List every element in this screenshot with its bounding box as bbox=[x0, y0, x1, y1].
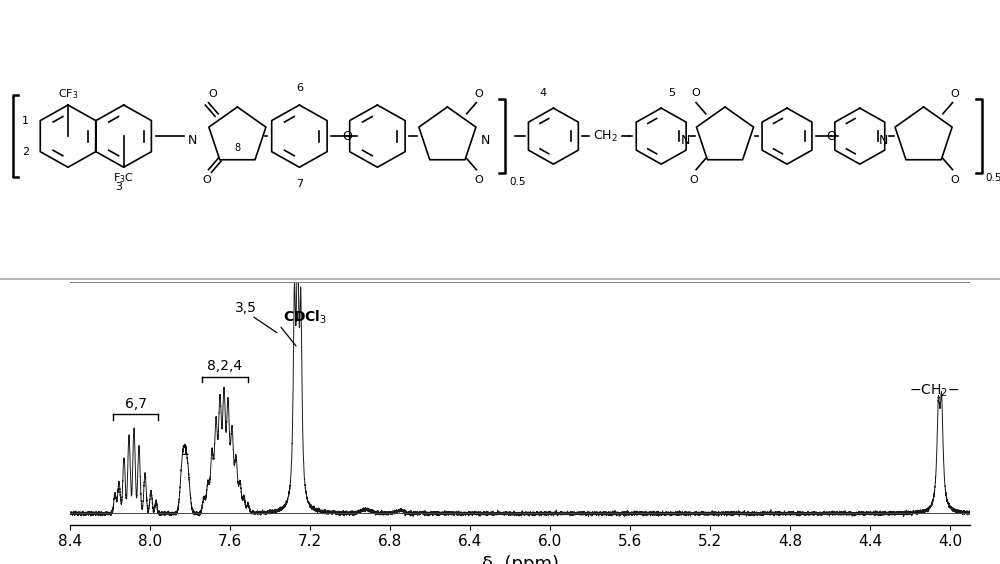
Text: $-$CH$_2$$-$: $-$CH$_2$$-$ bbox=[909, 382, 959, 399]
Text: O: O bbox=[202, 175, 211, 186]
Text: O: O bbox=[342, 130, 352, 143]
Text: CH$_2$: CH$_2$ bbox=[593, 129, 618, 144]
Text: 3,5: 3,5 bbox=[235, 301, 257, 315]
Text: 3: 3 bbox=[115, 182, 122, 192]
Text: O: O bbox=[950, 175, 959, 186]
Text: O: O bbox=[474, 175, 483, 186]
Text: O: O bbox=[474, 89, 483, 99]
Text: O: O bbox=[692, 88, 700, 98]
Text: CDCl$_3$: CDCl$_3$ bbox=[283, 309, 327, 326]
Text: O: O bbox=[950, 89, 959, 99]
X-axis label: δ  (ppm): δ (ppm) bbox=[482, 555, 558, 564]
Text: 4: 4 bbox=[540, 89, 547, 98]
Text: 6: 6 bbox=[296, 83, 303, 94]
Text: CF$_3$: CF$_3$ bbox=[58, 87, 78, 101]
Text: 5: 5 bbox=[668, 89, 675, 98]
Text: 1: 1 bbox=[180, 444, 189, 459]
Text: N: N bbox=[879, 134, 888, 147]
Text: 7: 7 bbox=[296, 179, 303, 189]
Text: O: O bbox=[690, 175, 698, 186]
Text: O: O bbox=[208, 89, 217, 99]
Text: 8: 8 bbox=[234, 143, 240, 153]
Text: N: N bbox=[680, 134, 690, 147]
Text: O: O bbox=[826, 130, 836, 143]
Text: 2: 2 bbox=[22, 147, 29, 157]
Text: N: N bbox=[481, 134, 490, 147]
Text: 6,7: 6,7 bbox=[124, 397, 146, 411]
Text: 1: 1 bbox=[22, 116, 29, 126]
Text: F$_3$C: F$_3$C bbox=[113, 171, 134, 185]
Text: N: N bbox=[188, 134, 197, 147]
Text: 8,2,4: 8,2,4 bbox=[207, 359, 243, 373]
Text: 0.5: 0.5 bbox=[986, 173, 1000, 183]
Text: 0.5: 0.5 bbox=[509, 177, 526, 187]
